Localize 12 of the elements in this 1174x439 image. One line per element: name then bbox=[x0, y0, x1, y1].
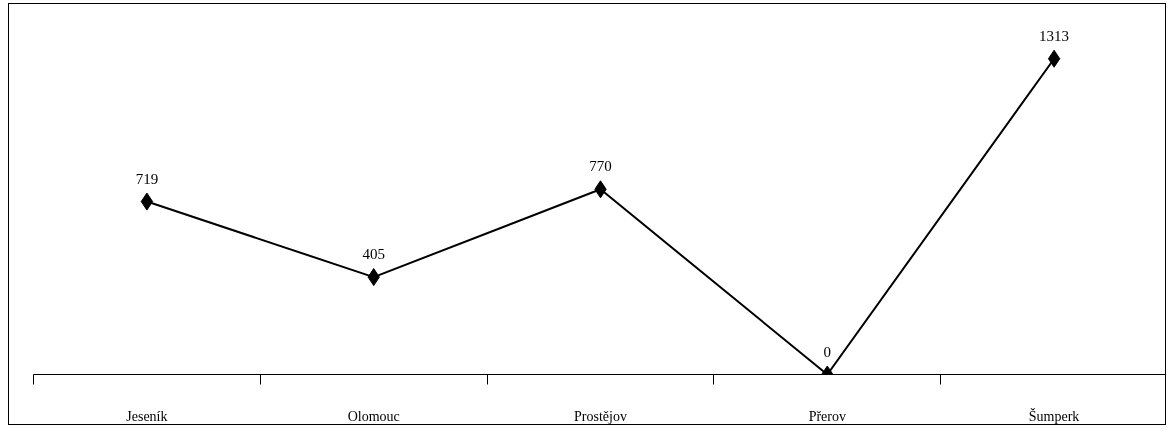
data-label: 405 bbox=[362, 246, 385, 263]
data-label: 719 bbox=[135, 170, 159, 187]
data-label: 770 bbox=[589, 158, 612, 175]
data-label: 0 bbox=[823, 343, 832, 360]
point bbox=[1047, 49, 1061, 68]
x-tick-label: Jeseník bbox=[126, 408, 168, 424]
data-label: 1313 bbox=[1039, 27, 1070, 44]
point bbox=[140, 192, 154, 211]
x-tick-label: Olomouc bbox=[347, 408, 400, 424]
x-tick-label: Přerov bbox=[808, 408, 846, 424]
x-tick-label: Šumperk bbox=[1028, 407, 1080, 424]
x-tick-label: Prostějov bbox=[574, 408, 627, 424]
